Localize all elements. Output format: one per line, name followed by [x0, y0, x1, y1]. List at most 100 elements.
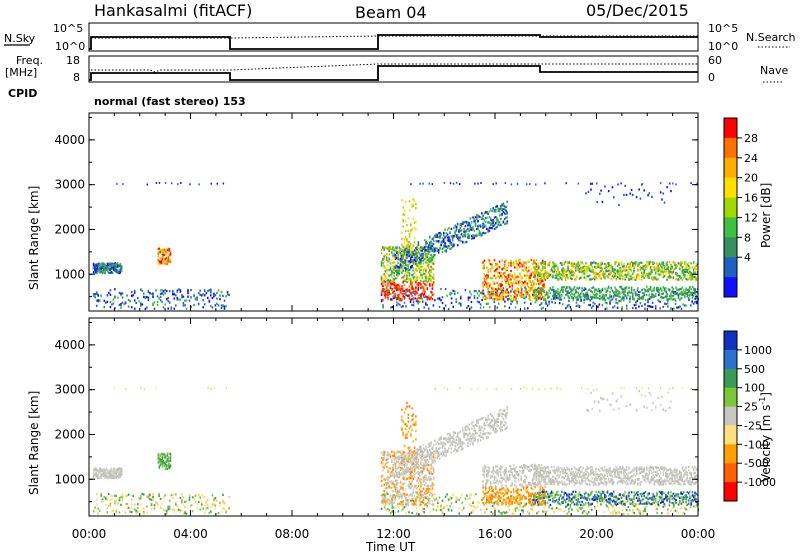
range-cell: [487, 213, 489, 215]
range-cell: [184, 304, 186, 306]
range-cell: [452, 239, 454, 241]
range-cell: [693, 261, 695, 263]
range-cell: [401, 199, 403, 201]
range-cell: [670, 276, 672, 278]
range-cell: [413, 198, 415, 200]
range-cell: [455, 301, 457, 303]
range-cell: [616, 261, 618, 263]
range-cell: [534, 275, 536, 277]
range-cell: [446, 295, 448, 297]
range-cell: [474, 183, 475, 185]
range-cell: [473, 230, 475, 232]
range-cell: [509, 293, 511, 295]
range-cell: [433, 239, 435, 241]
range-cell: [405, 261, 407, 263]
range-cell: [152, 302, 154, 304]
range-cell: [635, 301, 637, 303]
range-cell: [511, 183, 512, 185]
range-cell: [174, 297, 176, 299]
range-cell: [201, 294, 203, 296]
range-cell: [518, 276, 520, 278]
range-cell: [616, 290, 618, 292]
range-cell: [545, 286, 547, 288]
range-cell: [628, 506, 630, 508]
range-cell: [149, 292, 151, 294]
range-cell: [630, 296, 632, 298]
range-cell: [666, 186, 668, 188]
range-cell: [411, 512, 413, 514]
range-cell: [183, 496, 185, 498]
range-cell: [423, 306, 425, 308]
range-cell: [119, 304, 121, 306]
range-cell: [584, 287, 586, 289]
range-cell: [551, 298, 553, 300]
range-cell: [594, 303, 596, 305]
range-cell: [442, 508, 444, 510]
range-cell: [406, 224, 408, 226]
range-cell: [421, 266, 423, 268]
range-cell: [678, 278, 680, 280]
range-cell: [640, 198, 642, 200]
range-cell: [160, 498, 162, 500]
range-cell: [527, 274, 529, 276]
range-cell: [659, 292, 661, 294]
range-cell: [469, 494, 471, 496]
range-cell: [221, 511, 223, 513]
range-cell: [461, 233, 463, 235]
range-cell: [577, 304, 579, 306]
range-cell: [177, 291, 179, 293]
range-cell: [499, 294, 501, 296]
range-cell: [487, 277, 489, 279]
range-cell: [682, 287, 684, 289]
range-cell: [538, 388, 539, 390]
range-cell: [643, 513, 645, 515]
range-cell: [446, 250, 448, 252]
range-cell: [388, 293, 390, 295]
range-cell: [650, 261, 652, 263]
range-cell: [189, 494, 191, 496]
range-cell: [687, 289, 689, 291]
range-cell: [134, 308, 136, 310]
range-cell: [413, 205, 415, 207]
range-cell: [609, 296, 611, 298]
range-cell: [110, 503, 112, 505]
colorbar-segment: [724, 237, 737, 257]
range-cell: [564, 510, 566, 512]
range-cell: [505, 296, 507, 298]
range-cell: [228, 294, 230, 296]
range-cell: [504, 512, 506, 514]
range-cell: [630, 298, 632, 300]
range-cell: [621, 261, 623, 263]
colorbar-segment: [724, 277, 737, 297]
range-cell: [523, 296, 525, 298]
range-cell: [567, 267, 569, 269]
range-cell: [167, 297, 169, 299]
range-cell: [215, 505, 217, 507]
range-cell: [108, 292, 110, 294]
range-cell: [459, 302, 461, 304]
ytick-label: 4000: [54, 133, 85, 147]
range-cell: [477, 297, 479, 299]
range-cell: [594, 278, 596, 280]
range-cell: [96, 493, 98, 495]
range-cell: [657, 278, 659, 280]
range-cell: [496, 226, 498, 228]
range-cell: [536, 293, 538, 295]
range-cell: [552, 286, 554, 288]
range-cell: [548, 264, 550, 266]
range-cell: [600, 190, 602, 192]
range-cell: [621, 299, 623, 301]
range-cell: [542, 280, 544, 282]
range-cell: [160, 257, 162, 259]
range-cell: [114, 495, 116, 497]
range-cell: [577, 510, 579, 512]
range-cell: [614, 287, 616, 289]
range-cell: [506, 220, 508, 222]
range-cell: [416, 270, 418, 272]
range-cell: [591, 307, 593, 309]
range-cell: [465, 225, 467, 227]
range-cell: [207, 499, 209, 501]
range-cell: [125, 388, 126, 390]
range-cell: [543, 290, 545, 292]
range-cell: [156, 182, 157, 184]
